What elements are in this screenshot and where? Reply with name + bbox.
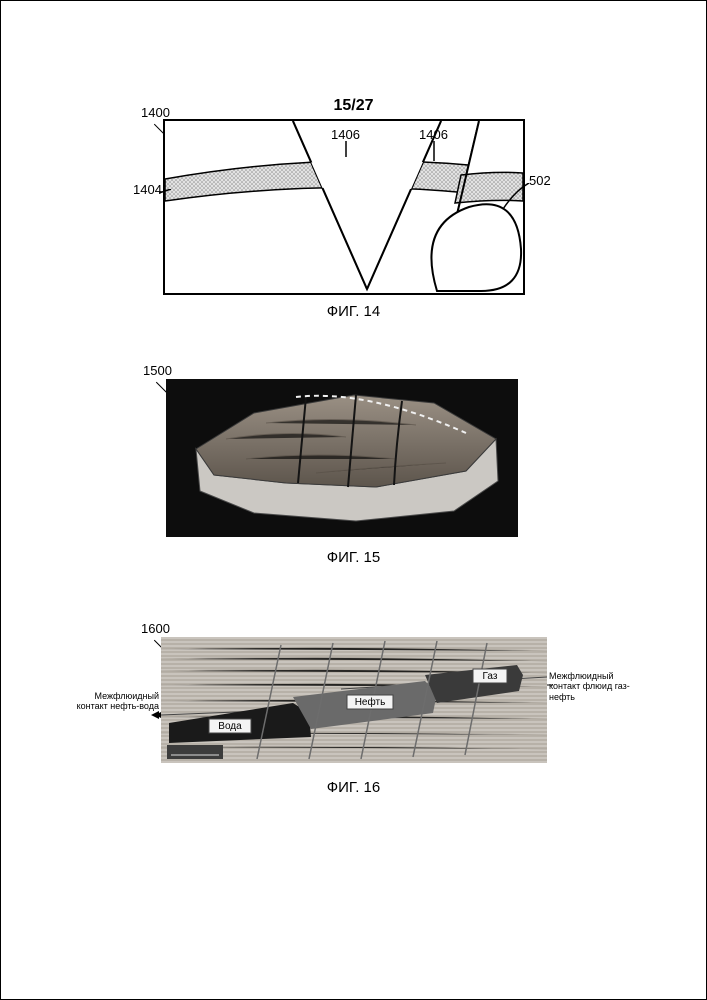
leader-1406b xyxy=(431,141,437,163)
page-number: 15/27 xyxy=(1,97,706,115)
fig14-caption: ФИГ. 14 xyxy=(1,303,706,320)
fig15-caption: ФИГ. 15 xyxy=(1,549,706,566)
scale-box xyxy=(167,745,223,759)
fig16-svg: Вода Нефть Газ xyxy=(161,637,547,763)
ref-1404: 1404 xyxy=(133,182,162,197)
ref-1406a: 1406 xyxy=(331,127,360,142)
fig15-top-surface xyxy=(196,395,496,487)
fig15-frame xyxy=(166,379,518,537)
fig16-caption: ФИГ. 16 xyxy=(1,779,706,796)
fig16-left-label: Межфлюидный контакт нефть-вода xyxy=(73,691,159,712)
fig16-right-label: Межфлюидный контакт флюид газ-нефть xyxy=(549,671,641,702)
fig14-salt-dome xyxy=(431,204,521,291)
ref-502: 502 xyxy=(529,173,551,188)
label-oil: Нефть xyxy=(355,696,386,708)
fig14-v-mask xyxy=(293,121,441,289)
patent-drawing-page: 15/27 1400 xyxy=(0,0,707,1000)
leader-1406a xyxy=(343,141,349,159)
fig15-svg xyxy=(166,379,518,537)
ref-1406b: 1406 xyxy=(419,127,448,142)
fig16-frame: Вода Нефть Газ xyxy=(161,637,547,763)
leader-1404 xyxy=(159,189,173,197)
leader-502 xyxy=(501,183,531,213)
label-water: Вода xyxy=(218,721,242,732)
label-gas: Газ xyxy=(483,671,498,682)
